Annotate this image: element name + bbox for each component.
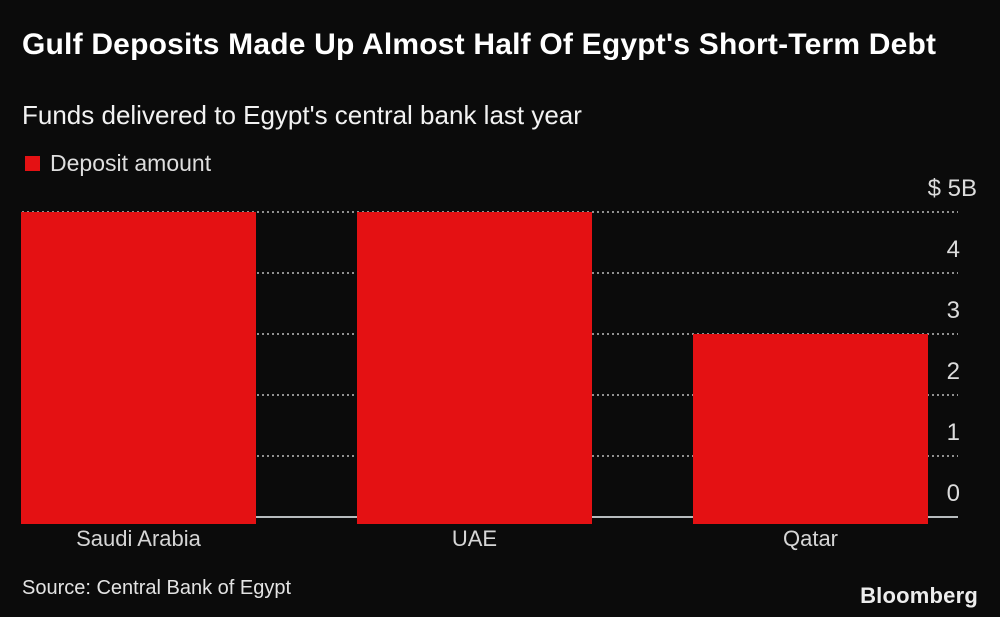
x-category-label: UAE	[451, 526, 498, 551]
source-note: Source: Central Bank of Egypt	[22, 577, 292, 599]
bloomberg-logo: Bloomberg	[860, 583, 978, 608]
x-category-label: Qatar	[782, 526, 839, 551]
chart-title: Gulf Deposits Made Up Almost Half Of Egy…	[22, 28, 937, 61]
bar-saudi-arabia	[21, 211, 256, 524]
y-axis-tick: 2	[946, 357, 960, 385]
legend-swatch-icon	[25, 156, 40, 171]
bar-qatar	[693, 333, 928, 524]
y-axis-tick: 1	[946, 418, 960, 446]
legend-label: Deposit amount	[50, 150, 212, 176]
y-axis-tick: 4	[946, 235, 960, 263]
legend: Deposit amount	[25, 150, 211, 177]
chart-subtitle: Funds delivered to Egypt's central bank …	[22, 100, 582, 130]
y-axis-tick: 3	[946, 296, 960, 324]
y-axis-tick: $ 5B	[927, 174, 977, 202]
bar-uae	[357, 211, 592, 524]
y-axis-tick: 0	[946, 479, 960, 507]
x-category-label: Saudi Arabia	[76, 526, 201, 551]
